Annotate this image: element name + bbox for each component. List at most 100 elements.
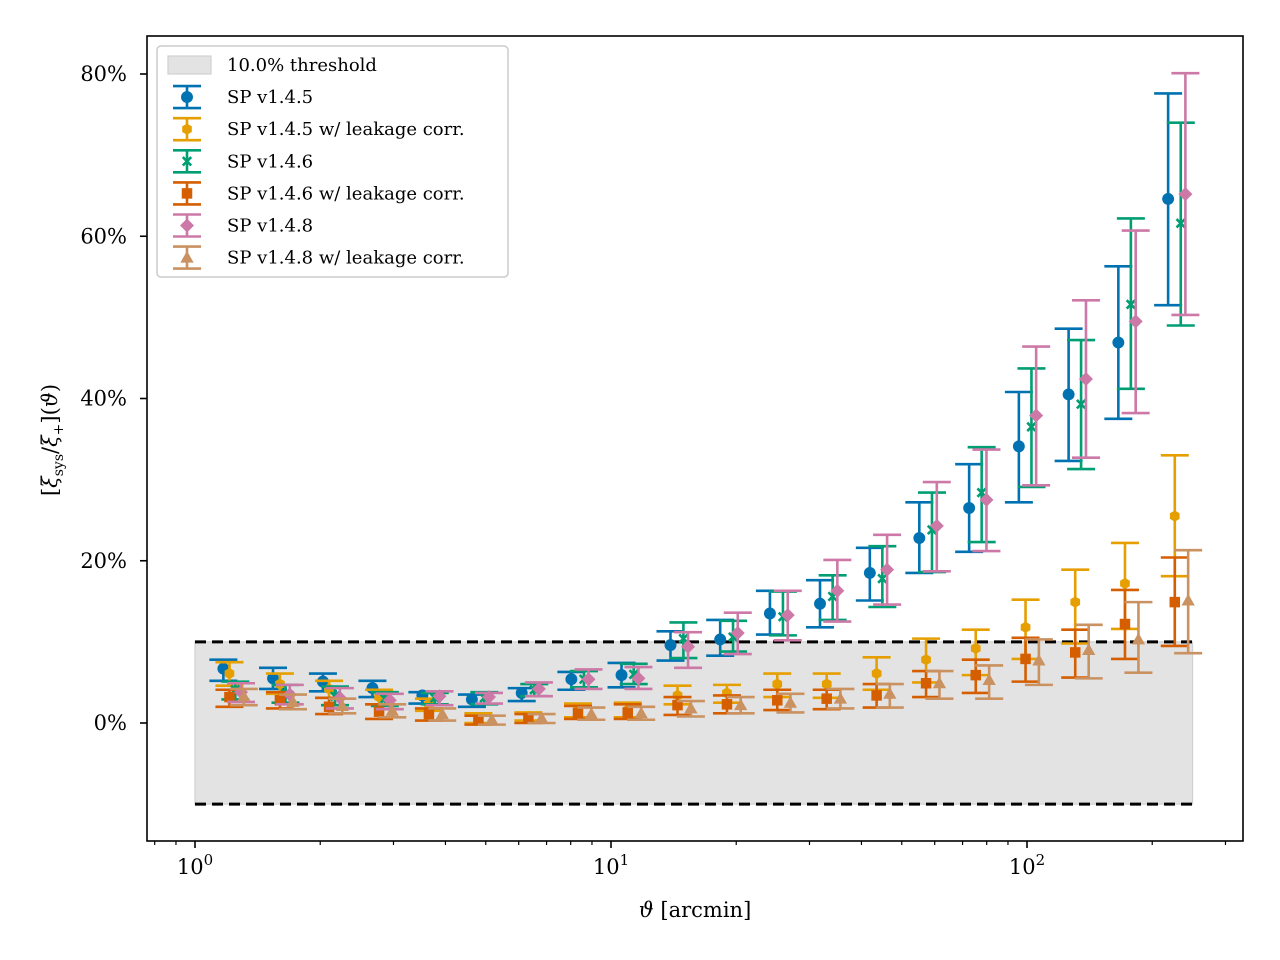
legend-label: SP v1.4.5 — [227, 87, 313, 108]
data-point — [1154, 92, 1183, 307]
data-point — [1104, 264, 1133, 421]
data-point — [972, 448, 1001, 553]
data-point — [875, 682, 904, 709]
marker-circle — [814, 597, 826, 610]
threshold-band — [194, 641, 1194, 805]
legend-label: SP v1.4.5 w/ leakage corr. — [227, 119, 465, 140]
marker-x — [1075, 399, 1087, 410]
data-point — [527, 711, 556, 725]
marker-diamond — [1128, 314, 1143, 329]
legend: 10.0% threshold SP v1.4.5 SP v1.4.5 w/ lea… — [156, 45, 509, 278]
marker-diamond — [730, 625, 745, 640]
marker-circle — [963, 502, 976, 514]
marker-triangle-up — [534, 711, 549, 724]
marker-triangle-up — [485, 713, 499, 725]
data-point — [1067, 338, 1096, 471]
marker-square — [970, 669, 981, 681]
marker-triangle-up — [734, 698, 748, 711]
marker-square — [1169, 596, 1181, 608]
marker-diamond — [631, 671, 646, 686]
marker-triangle-up — [634, 706, 648, 719]
marker-diamond — [1029, 408, 1044, 423]
y-tick-label: 20% — [80, 549, 127, 573]
marker-triangle-up — [1082, 643, 1096, 655]
data-point — [855, 546, 884, 602]
data-point — [524, 681, 553, 698]
marker-diamond — [681, 639, 696, 654]
data-point — [624, 665, 653, 691]
marker-circle — [664, 639, 677, 652]
marker-square — [473, 714, 484, 726]
data-point — [1160, 556, 1189, 648]
legend-marker-hexagon — [182, 123, 192, 135]
legend-item-threshold: 10.0% threshold — [167, 55, 377, 76]
legend-label: SP v1.4.8 w/ leakage corr. — [227, 248, 465, 269]
data-point — [1116, 217, 1145, 391]
marker-hexagon — [1169, 510, 1180, 522]
legend-item: SP v1.4.8 — [173, 213, 313, 238]
data-point — [726, 695, 755, 715]
marker-triangle-up — [684, 701, 698, 714]
data-point — [719, 619, 748, 653]
data-point — [1121, 229, 1150, 415]
marker-diamond — [929, 518, 944, 533]
marker-circle — [1012, 440, 1025, 453]
marker-triangle-up — [335, 699, 349, 711]
marker-square — [523, 712, 534, 724]
marker-triangle-up — [883, 687, 897, 699]
marker-circle — [863, 566, 876, 579]
data-point — [925, 669, 954, 700]
data-point — [922, 480, 951, 573]
marker-square — [572, 708, 584, 719]
legend-marker-square — [181, 188, 193, 199]
y-tick-label: 80% — [80, 62, 127, 86]
marker-square — [920, 677, 932, 689]
data-point — [477, 713, 506, 726]
data-point — [1004, 390, 1033, 504]
marker-circle — [913, 532, 926, 544]
data-point — [627, 705, 656, 722]
y-tick-label: 0% — [94, 711, 127, 735]
marker-square — [1020, 653, 1031, 665]
legend-item: SP v1.4.5 — [173, 84, 313, 110]
x-tick-label: 100 — [177, 851, 213, 879]
marker-hexagon — [921, 654, 931, 666]
data-point — [723, 611, 752, 656]
y-axis-label: [ξsys/ξ+](ϑ) — [38, 384, 67, 496]
data-point — [1024, 638, 1053, 687]
data-point — [676, 699, 705, 718]
legend-item: SP v1.4.6 w/ leakage corr. — [173, 181, 465, 206]
x-tick-label: 101 — [593, 851, 629, 879]
y-axis: 0% 20% 40% 60% 80% — [80, 62, 147, 735]
legend-label: SP v1.4.6 w/ leakage corr. — [227, 183, 465, 204]
marker-diamond — [432, 689, 447, 704]
marker-square — [821, 693, 832, 704]
marker-triangle-up — [385, 704, 399, 716]
data-point — [278, 693, 307, 711]
series-sp-v1-4-8 — [227, 71, 1200, 711]
data-point — [1166, 121, 1195, 327]
data-point — [577, 706, 606, 722]
marker-x — [1026, 421, 1037, 433]
marker-hexagon — [871, 667, 882, 680]
marker-square — [721, 699, 733, 710]
legend-label: SP v1.4.6 — [227, 151, 313, 172]
marker-triangle-up — [237, 689, 251, 702]
data-point — [378, 703, 407, 719]
marker-triangle-up — [932, 676, 947, 689]
marker-diamond — [1078, 372, 1093, 387]
marker-triangle-up — [584, 707, 599, 720]
marker-square — [423, 708, 435, 720]
marker-square — [772, 695, 783, 706]
marker-circle — [565, 673, 578, 686]
data-point — [823, 558, 852, 623]
data-point — [474, 690, 503, 705]
marker-square — [871, 690, 882, 701]
marker-hexagon — [1120, 577, 1130, 590]
data-point — [574, 668, 603, 691]
marker-hexagon — [821, 678, 832, 690]
marker-diamond — [830, 583, 845, 598]
data-point — [873, 533, 902, 606]
marker-triangle-up — [435, 707, 449, 720]
marker-square — [274, 695, 286, 706]
